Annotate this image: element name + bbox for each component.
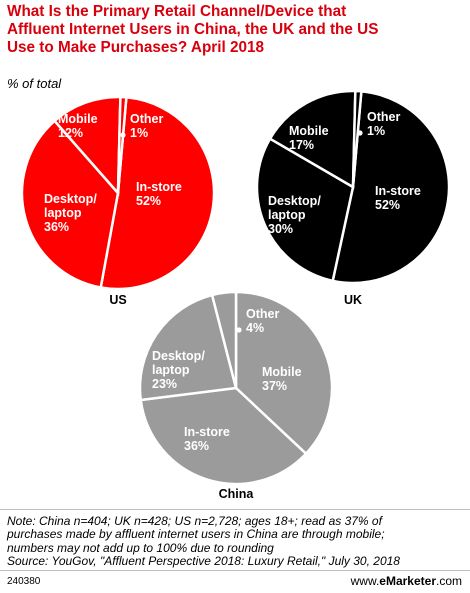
- note-divider: [0, 509, 470, 510]
- pie-title-china: China: [219, 487, 255, 501]
- pie-slice-other: [210, 290, 238, 389]
- pie-slice-mobile: [52, 95, 122, 197]
- pie-chart-uk: In-store 52% Desktop/laptop 30% Mobile 17% Oth…: [255, 89, 451, 307]
- slice-label-desktop-laptop: Desktop/laptop 36%: [44, 192, 97, 234]
- pie-slice-desktop-laptop: [20, 119, 120, 289]
- slice-value-desktop-laptop: 30%: [268, 222, 293, 236]
- slice-label-other: Other 4%: [246, 307, 279, 335]
- pie-slice-in-store: [99, 96, 216, 291]
- brand-name: eMarketer: [379, 574, 436, 588]
- pie-chart-china: Mobile 37% In-store 36% Desktop/laptop 23% Oth…: [138, 290, 334, 501]
- slice-value-mobile: 12%: [58, 126, 83, 140]
- emarketer-logo[interactable]: www.eMarketer.com: [351, 574, 462, 588]
- slice-label-desktop-laptop: Desktop/laptop 23%: [152, 349, 205, 391]
- chart-title-line-1: What Is the Primary Retail Channel/Devic…: [7, 3, 347, 20]
- other-leader-dot: [120, 132, 126, 138]
- slice-label-mobile: Mobile 12%: [58, 112, 98, 140]
- slice-label-in-store: In-store 36%: [184, 425, 230, 453]
- slice-value-desktop-laptop: 36%: [44, 220, 69, 234]
- chart-title-line-2: Affluent Internet Users in China, the UK…: [7, 21, 379, 38]
- brand-prefix: www.: [350, 574, 380, 588]
- slice-value-in-store: 52%: [375, 198, 400, 212]
- slice-value-other: 1%: [130, 126, 148, 140]
- note-line-3: numbers may not add up to 100% due to ro…: [7, 540, 274, 555]
- slice-value-desktop-laptop: 23%: [152, 377, 177, 391]
- pie-title-us: US: [109, 293, 126, 307]
- pie-slice-in-store: [331, 90, 451, 285]
- pie-slice-desktop-laptop: [138, 293, 238, 402]
- other-leader-dot: [357, 130, 363, 136]
- slice-value-in-store: 52%: [136, 194, 161, 208]
- note-line-2: purchases made by affluent internet user…: [7, 527, 385, 542]
- pie-slice-other: [116, 95, 128, 194]
- slice-label-in-store: In-store 52%: [375, 184, 421, 212]
- pie-slice-other: [351, 89, 363, 188]
- slice-value-other: 4%: [246, 321, 264, 335]
- slice-label-desktop-laptop: Desktop/laptop 30%: [268, 194, 321, 236]
- slice-value-mobile: 37%: [262, 379, 287, 393]
- chart-title: What Is the Primary Retail Channel/Devic…: [7, 3, 447, 57]
- chart-id: 240380: [7, 576, 41, 587]
- chart-note: Note: China n=404; UK n=428; US n=2,728;…: [7, 514, 462, 568]
- slice-label-mobile: Mobile 37%: [262, 365, 302, 393]
- slice-label-in-store: In-store 52%: [136, 180, 182, 208]
- pie-slice-mobile: [268, 89, 357, 190]
- other-leader-dot: [236, 327, 242, 333]
- pie-slice-mobile: [234, 290, 334, 456]
- note-line-1: Note: China n=404; UK n=428; US n=2,728;…: [7, 514, 382, 528]
- slice-value-in-store: 36%: [184, 439, 209, 453]
- slice-value-other: 1%: [367, 124, 385, 138]
- slice-label-mobile: Mobile 17%: [289, 124, 329, 152]
- pie-title-uk: UK: [344, 293, 362, 307]
- slice-label-other: Other 1%: [130, 112, 163, 140]
- footer-divider: [0, 570, 470, 571]
- pie-chart-us: In-store 52% Desktop/laptop 36% Mobile 12% Oth…: [20, 95, 216, 307]
- slice-label-other: Other 1%: [367, 110, 400, 138]
- chart-subtitle: % of total: [7, 76, 62, 91]
- slice-value-mobile: 17%: [289, 138, 314, 152]
- pie-slice-in-store: [139, 386, 308, 486]
- brand-suffix: .com: [435, 574, 462, 588]
- source-line: Source: YouGov, "Affluent Perspective 20…: [7, 553, 400, 568]
- chart-title-line-3: Use to Make Purchases? April 2018: [7, 39, 265, 56]
